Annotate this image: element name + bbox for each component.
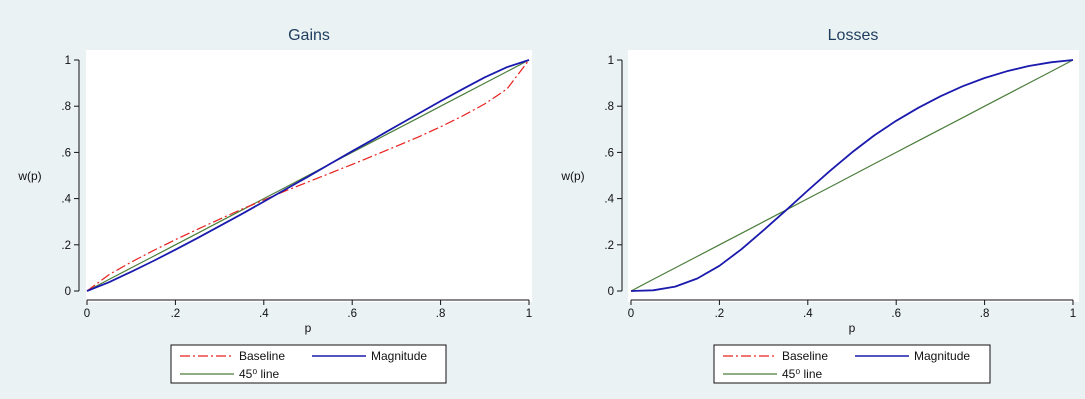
losses-y-tick-label: .2 [604,240,614,252]
gains-legend-label-magnitude: Magnitude [371,349,427,363]
gains-y-tick-label: .2 [61,240,71,252]
gains-legend-label-45-line: 45⁰ line [239,367,279,381]
losses-x-axis-label: p [849,321,856,335]
losses-x-tick-label: .4 [803,308,813,320]
gains-y-tick-label: .6 [61,147,71,159]
losses-x-tick-label: .8 [980,308,990,320]
losses-x-ticks: 0 .2 .4 .6 .8 1 [628,300,1076,320]
losses-legend-label-baseline: Baseline [782,349,828,363]
gains-x-tick-label: 0 [84,308,90,320]
gains-x-tick-label: .6 [347,308,357,320]
losses-panel: Losses 0 .2 .4 .6 .8 1 0 .2 .4 .6 .8 1 w(p) p Base… [543,0,1085,399]
losses-plot-area [628,50,1079,302]
gains-y-tick-label: .8 [61,101,71,113]
losses-title: Losses [828,27,879,44]
gains-legend-box [170,344,447,384]
gains-y-axis-label: w(p) [17,169,41,183]
gains-x-ticks: 0 .2 .4 .6 .8 1 [84,300,532,320]
losses-legend-box [713,344,991,384]
losses-x-tick-label: 1 [1070,308,1076,320]
gains-series-line-magnitude [86,59,530,292]
losses-x-tick-label: .2 [715,308,725,320]
losses-y-tick-label: .6 [604,147,614,159]
losses-y-tick-label: 1 [608,55,614,67]
gains-legend-label-baseline: Baseline [239,349,285,363]
losses-y-ticks: 0 .2 .4 .6 .8 1 [604,55,622,298]
gains-legend: Baseline Magnitude 45⁰ line [170,344,447,384]
gains-title: Gains [288,27,330,44]
losses-legend-label-45-line: 45⁰ line [782,367,822,381]
losses-y-tick-label: 0 [608,286,614,298]
losses-x-tick-label: 0 [628,308,634,320]
gains-series-line-45-line [86,59,530,292]
gains-x-axis-label: p [305,321,312,335]
gains-series-lines [86,59,530,292]
losses-series-line-magnitude [630,59,1074,292]
losses-y-tick-label: .8 [604,101,614,113]
gains-x-tick-label: .8 [436,308,446,320]
losses-legend-label-magnitude: Magnitude [914,349,970,363]
gains-x-tick-label: .2 [171,308,181,320]
gains-y-ticks: 0 .2 .4 .6 .8 1 [61,55,79,298]
losses-y-axis-label: w(p) [560,169,584,183]
gains-panel: Gains 0 .2 .4 .6 .8 1 0 .2 .4 .6 .8 1 w(p) p Basel… [0,0,542,399]
gains-series-line-baseline [86,59,530,292]
losses-legend: Baseline Magnitude 45⁰ line [713,344,991,384]
gains-x-tick-label: .4 [259,308,269,320]
gains-y-tick-label: .4 [61,194,71,206]
gains-y-tick-label: 1 [65,55,71,67]
losses-x-tick-label: .6 [891,308,901,320]
losses-series-lines [630,59,1074,292]
gains-x-tick-label: 1 [526,308,532,320]
gains-y-tick-label: 0 [65,286,71,298]
losses-series-line-45-line [630,59,1074,292]
losses-y-tick-label: .4 [604,194,614,206]
